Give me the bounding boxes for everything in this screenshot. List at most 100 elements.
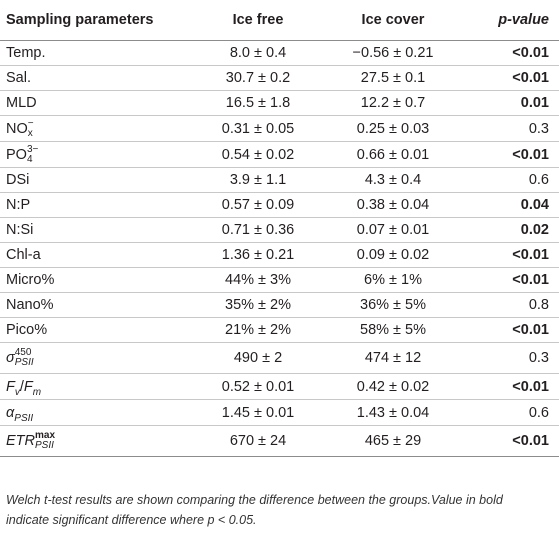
ice-free-cell: 0.31 ± 0.05 — [196, 115, 320, 142]
param-sup: max — [35, 430, 56, 441]
p-value-cell: 0.6 — [466, 167, 559, 193]
param-cell: N:P — [0, 192, 196, 218]
param-base: α — [6, 404, 15, 421]
ice-free-cell: 44% ± 3% — [196, 267, 320, 293]
table-row: αPSII 1.45 ± 0.01 1.43 ± 0.04 0.6 — [0, 399, 559, 426]
table-row: N:P 0.57 ± 0.09 0.38 ± 0.04 0.04 — [0, 192, 559, 218]
ice-cover-cell: 27.5 ± 0.1 — [320, 65, 466, 91]
ice-cover-cell: 36% ± 5% — [320, 292, 466, 318]
param-f-sub: v — [14, 386, 20, 398]
header-ice-cover: Ice cover — [320, 0, 466, 41]
ice-cover-cell: 0.42 ± 0.02 — [320, 373, 466, 400]
table-row: ETR max PSII 670 ± 24 465 ± 29 <0.01 — [0, 425, 559, 457]
sup-sub-stack: − x — [27, 118, 34, 139]
param-cell: σ 450 PSII — [0, 342, 196, 374]
ice-free-cell: 490 ± 2 — [196, 342, 320, 374]
table-row: Temp. 8.0 ± 0.4 −0.56 ± 0.21 <0.01 — [0, 40, 559, 66]
sup-sub-stack: 450 PSII — [15, 348, 34, 368]
table-caption: Welch t-test results are shown comparing… — [6, 490, 556, 530]
param-cell: MLD — [0, 90, 196, 116]
ice-free-cell: 16.5 ± 1.8 — [196, 90, 320, 116]
param-cell: Micro% — [0, 267, 196, 293]
sup-sub-stack: max PSII — [35, 431, 55, 451]
table-row: Nano% 35% ± 2% 36% ± 5% 0.8 — [0, 292, 559, 318]
header-row: Sampling parameters Ice free Ice cover p… — [0, 0, 559, 41]
table-row: Pico% 21% ± 2% 58% ± 5% <0.01 — [0, 317, 559, 343]
ice-cover-cell: 12.2 ± 0.7 — [320, 90, 466, 116]
p-value-cell: 0.01 — [466, 90, 559, 116]
ice-free-cell: 21% ± 2% — [196, 317, 320, 343]
param-cell: αPSII — [0, 399, 196, 426]
param-cell: Nano% — [0, 292, 196, 318]
param-sup: 3− — [26, 143, 39, 155]
header-sampling-parameters: Sampling parameters — [0, 0, 196, 41]
p-value-cell: <0.01 — [466, 242, 559, 268]
ice-cover-cell: 0.38 ± 0.04 — [320, 192, 466, 218]
param-f: F — [6, 378, 15, 395]
param-base: PO — [6, 146, 27, 163]
header-ice-free: Ice free — [196, 0, 320, 41]
param-base: NO — [6, 120, 28, 137]
ice-free-cell: 670 ± 24 — [196, 425, 320, 457]
ice-cover-cell: 0.07 ± 0.01 — [320, 217, 466, 243]
param-sup: 450 — [14, 347, 32, 358]
param-sub: PSII — [14, 357, 34, 368]
param-cell: N:Si — [0, 217, 196, 243]
p-value-cell: 0.02 — [466, 217, 559, 243]
param-base: ETR — [6, 432, 35, 449]
ice-free-cell: 1.45 ± 0.01 — [196, 399, 320, 426]
ice-cover-cell: 465 ± 29 — [320, 425, 466, 457]
p-value-cell: 0.04 — [466, 192, 559, 218]
param-sub: PSII — [14, 412, 34, 424]
p-value-cell: 0.6 — [466, 399, 559, 426]
param-cell: PO 3− 4 — [0, 141, 196, 168]
p-value-cell: <0.01 — [466, 317, 559, 343]
param-m-sub: m — [32, 386, 42, 398]
ice-free-cell: 8.0 ± 0.4 — [196, 40, 320, 66]
param-cell: Sal. — [0, 65, 196, 91]
p-value-cell: <0.01 — [466, 141, 559, 168]
ice-cover-cell: 0.09 ± 0.02 — [320, 242, 466, 268]
ice-free-cell: 0.57 ± 0.09 — [196, 192, 320, 218]
ice-cover-cell: 6% ± 1% — [320, 267, 466, 293]
param-base: σ — [6, 349, 15, 366]
table-row: Fv/Fm 0.52 ± 0.01 0.42 ± 0.02 <0.01 — [0, 373, 559, 400]
param-cell: Chl-a — [0, 242, 196, 268]
param-cell: DSi — [0, 167, 196, 193]
p-value-cell: <0.01 — [466, 425, 559, 457]
ice-cover-cell: 1.43 ± 0.04 — [320, 399, 466, 426]
table-row: NO − x 0.31 ± 0.05 0.25 ± 0.03 0.3 — [0, 115, 559, 142]
ice-free-cell: 1.36 ± 0.21 — [196, 242, 320, 268]
ice-free-cell: 3.9 ± 1.1 — [196, 167, 320, 193]
results-table: Sampling parameters Ice free Ice cover p… — [0, 0, 559, 457]
ice-cover-cell: 0.66 ± 0.01 — [320, 141, 466, 168]
table-row: Chl-a 1.36 ± 0.21 0.09 ± 0.02 <0.01 — [0, 242, 559, 268]
param-sub: PSII — [35, 440, 54, 451]
param-slash: / — [19, 378, 24, 395]
p-value-cell: <0.01 — [466, 267, 559, 293]
caption-line-2: indicate significant difference where p … — [6, 513, 257, 527]
ice-free-cell: 0.71 ± 0.36 — [196, 217, 320, 243]
p-value-cell: 0.3 — [466, 342, 559, 374]
ice-cover-cell: 4.3 ± 0.4 — [320, 167, 466, 193]
table-row: N:Si 0.71 ± 0.36 0.07 ± 0.01 0.02 — [0, 217, 559, 243]
p-value-cell: 0.8 — [466, 292, 559, 318]
table-row: Sal. 30.7 ± 0.2 27.5 ± 0.1 <0.01 — [0, 65, 559, 91]
param-cell: ETR max PSII — [0, 425, 196, 457]
p-value-cell: <0.01 — [466, 373, 559, 400]
table-row: PO 3− 4 0.54 ± 0.02 0.66 ± 0.01 <0.01 — [0, 141, 559, 168]
p-value-cell: <0.01 — [466, 40, 559, 66]
param-cell: Temp. — [0, 40, 196, 66]
param-sub: x — [27, 127, 33, 139]
caption-line-1: Welch t-test results are shown comparing… — [6, 493, 503, 507]
ice-free-cell: 0.52 ± 0.01 — [196, 373, 320, 400]
ice-cover-cell: 474 ± 12 — [320, 342, 466, 374]
ice-free-cell: 35% ± 2% — [196, 292, 320, 318]
ice-free-cell: 0.54 ± 0.02 — [196, 141, 320, 168]
header-p-value: p-value — [466, 0, 559, 41]
param-sub: 4 — [26, 153, 33, 165]
ice-cover-cell: 0.25 ± 0.03 — [320, 115, 466, 142]
ice-cover-cell: −0.56 ± 0.21 — [320, 40, 466, 66]
param-cell: Pico% — [0, 317, 196, 343]
ice-cover-cell: 58% ± 5% — [320, 317, 466, 343]
